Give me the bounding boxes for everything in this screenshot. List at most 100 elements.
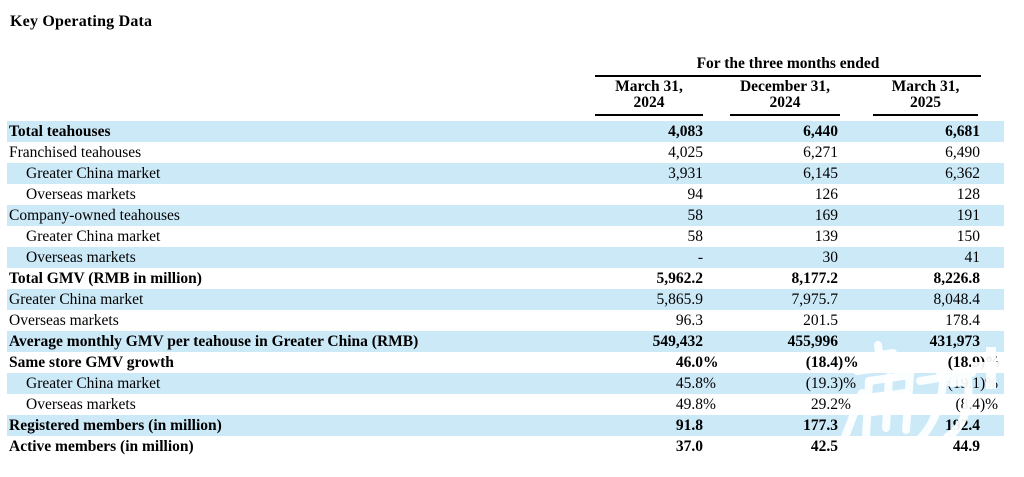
row-label: Registered members (in million) xyxy=(9,417,222,434)
table-row: Greater China market 3,931 6,145 6,362 xyxy=(7,163,1004,184)
row-spacer xyxy=(980,415,1004,436)
cell-value: 8,048.4 xyxy=(933,291,981,308)
row-label: Company-owned teahouses xyxy=(9,207,180,224)
cell-value: 30 xyxy=(822,249,839,266)
cell-value: 58 xyxy=(687,228,704,245)
percent-suffix: % xyxy=(703,354,719,371)
cell-value: 5,962.2 xyxy=(656,270,704,287)
page-title: Key Operating Data xyxy=(10,13,153,30)
cell-value: 49.8% xyxy=(675,396,716,413)
row-label: Greater China market xyxy=(26,375,161,392)
cell-value: 7,975.7 xyxy=(791,291,839,308)
cell-value: 37.0 xyxy=(675,438,703,455)
cell-value: 8,226.8 xyxy=(933,270,981,287)
column-header-line1: March 31, xyxy=(891,78,960,95)
row-label: Active members (in million) xyxy=(9,438,194,455)
row-spacer xyxy=(980,121,1004,142)
row-spacer xyxy=(980,331,1004,352)
row-spacer xyxy=(980,163,1004,184)
cell-value: 41 xyxy=(964,249,981,266)
column-header-line2: 2025 xyxy=(910,94,941,111)
row-label: Greater China market xyxy=(9,291,144,308)
cell-value: 8,177.2 xyxy=(791,270,839,287)
cell-value: 6,362 xyxy=(945,165,980,182)
column-header-mar-2024: March 31, 2024 xyxy=(595,79,703,116)
row-label: Greater China market xyxy=(26,165,161,182)
column-header-line1: March 31, xyxy=(615,78,683,95)
row-spacer xyxy=(980,289,1004,310)
row-spacer xyxy=(980,268,1004,289)
row-spacer xyxy=(980,205,1004,226)
row-spacer xyxy=(980,310,1004,331)
table-row: Overseas markets 94 126 128 xyxy=(7,184,1004,205)
row-label: Average monthly GMV per teahouse in Grea… xyxy=(9,333,419,350)
row-spacer xyxy=(980,436,1004,457)
row-label: Overseas markets xyxy=(26,396,136,413)
period-header: For the three months ended xyxy=(595,55,981,77)
cell-value: (18.4)% xyxy=(805,354,859,371)
table-row: Registered members (in million) 91.8 177.3… xyxy=(7,415,1004,436)
cell-value: 5,865.9 xyxy=(656,291,704,308)
cell-value: (8.4)% xyxy=(955,396,999,413)
column-header-line1: December 31, xyxy=(739,78,831,95)
cell-value: 29.2% xyxy=(810,396,851,413)
cell-value: 126 xyxy=(814,186,838,203)
table-row: Greater China market 58 139 150 xyxy=(7,226,1004,247)
table-row: Greater China market 45.8% (19.3)% (19.1)% xyxy=(7,373,1004,394)
table-row: Total GMV (RMB in million) 5,962.2 8,177.2… xyxy=(7,268,1004,289)
row-spacer xyxy=(980,226,1004,247)
table-row: Active members (in million) 37.0 42.5 44.9 xyxy=(7,436,1004,457)
table-row: Average monthly GMV per teahouse in Grea… xyxy=(7,331,1004,352)
cell-value: 46.0% xyxy=(675,354,719,371)
cell-value: 45.8% xyxy=(675,375,716,392)
cell-value: 6,440 xyxy=(803,123,838,140)
cell-value: 44.9 xyxy=(952,438,980,455)
table-row: Same store GMV growth 46.0% (18.4)% (18.9)% xyxy=(7,352,1004,373)
cell-value: (18.9)% xyxy=(947,354,1001,371)
cell-value: 139 xyxy=(814,228,838,245)
cell-value: 42.5 xyxy=(810,438,838,455)
row-spacer xyxy=(980,142,1004,163)
row-spacer xyxy=(980,247,1004,268)
cell-value: (19.3)% xyxy=(805,375,857,392)
percent-suffix: )% xyxy=(980,396,999,413)
row-label: Total GMV (RMB in million) xyxy=(9,270,202,287)
row-label: Franchised teahouses xyxy=(9,144,142,161)
cell-value: 96.3 xyxy=(675,312,703,329)
cell-value: 177.3 xyxy=(803,417,838,434)
percent-suffix: )% xyxy=(980,354,1001,371)
cell-value: 3,931 xyxy=(668,165,703,182)
cell-value: 191 xyxy=(956,207,980,224)
row-label: Same store GMV growth xyxy=(9,354,174,371)
cell-value: 150 xyxy=(956,228,980,245)
cell-value: 6,271 xyxy=(803,144,838,161)
cell-value: 58 xyxy=(687,207,704,224)
cell-value: - xyxy=(697,249,703,266)
table-row: Franchised teahouses 4,025 6,271 6,490 xyxy=(7,142,1004,163)
table-row: Total teahouses 4,083 6,440 6,681 xyxy=(7,121,1004,142)
table-row: Overseas markets 96.3 201.5 178.4 xyxy=(7,310,1004,331)
column-header-line2: 2024 xyxy=(769,94,801,111)
column-header-dec-2024: December 31, 2024 xyxy=(730,79,840,116)
table-row: Overseas markets - 30 41 xyxy=(7,247,1004,268)
cell-value: 6,490 xyxy=(945,144,980,161)
row-label: Overseas markets xyxy=(9,312,119,329)
row-spacer xyxy=(980,184,1004,205)
cell-value: 128 xyxy=(956,186,980,203)
cell-value: 169 xyxy=(814,207,838,224)
cell-value: 178.4 xyxy=(945,312,980,329)
cell-value: 431,973 xyxy=(929,333,980,350)
row-label: Overseas markets xyxy=(26,249,136,266)
table-row: Overseas markets 49.8% 29.2% (8.4)% xyxy=(7,394,1004,415)
cell-value: 455,996 xyxy=(787,333,838,350)
percent-suffix: % xyxy=(703,375,716,392)
cell-value: 201.5 xyxy=(803,312,838,329)
cell-value: 4,025 xyxy=(668,144,703,161)
cell-value: (19.1)% xyxy=(947,375,999,392)
percent-suffix: )% xyxy=(838,375,857,392)
cell-value: 6,681 xyxy=(945,123,980,140)
percent-suffix: % xyxy=(703,396,716,413)
cell-value: 94 xyxy=(687,186,704,203)
table-row: Greater China market 5,865.9 7,975.7 8,048.… xyxy=(7,289,1004,310)
